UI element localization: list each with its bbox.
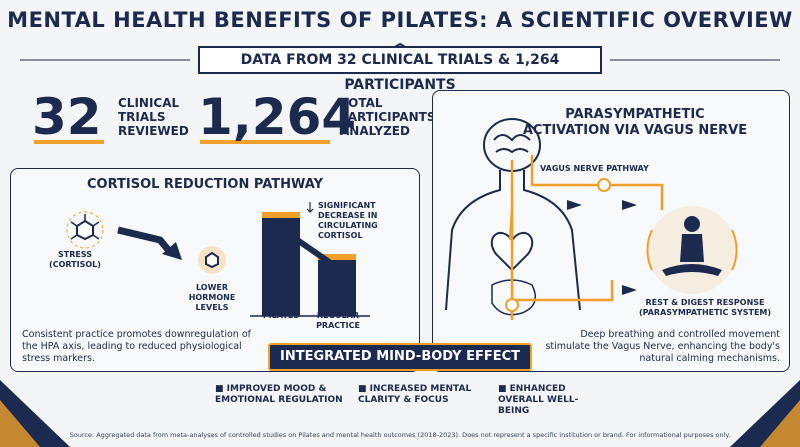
underline [34,140,104,144]
description: Consistent practice promotes downregulat… [22,329,251,364]
arrows [567,200,637,295]
arrow [117,226,173,255]
description: Deep breathing and controlled movement s… [545,329,780,364]
pathway-label: VAGUS NERVE PATHWAY [540,164,649,173]
meditation-icon [646,206,738,294]
stress-icon [66,211,104,249]
note: SIGNIFICANT DECREASE IN CIRCULATING CORT… [318,201,378,240]
arrow-head [162,242,182,260]
icon-label: LOWER HORMONE LEVELS [188,283,236,312]
benefit: ■ ENHANCED OVERALL WELL-BEING [498,384,579,416]
stat-number: 32 [32,88,102,146]
benefit: ■ INCREASED MENTAL CLARITY & FOCUS [358,384,472,405]
bar-label: AFTER REGULAR PRACTICE [316,301,360,330]
stat-number: 1,264 [198,88,357,146]
stat-label: CLINICAL TRIALS REVIEWED [118,96,189,138]
response-label: REST & DIGEST RESPONSE (PARASYMPATHETIC … [638,298,772,317]
footer: Source: Aggregated data from meta-analys… [69,431,731,439]
corner [0,400,40,447]
bar [318,258,356,316]
bar-cap [318,254,356,260]
bar [262,216,300,316]
banner: INTEGRATED MIND-BODY EFFECT [268,343,532,371]
vagus-panel [432,90,790,372]
benefit-text: ENHANCED OVERALL WELL-BEING [498,384,579,416]
benefit-text: IMPROVED MOOD & EMOTIONAL REGULATION [215,384,343,405]
check [505,298,519,312]
nerve-path [508,160,614,320]
panel-title: CORTISOL REDUCTION PATHWAY [86,177,323,192]
cortisol-graphic [66,202,370,317]
underline [200,140,330,144]
benefit-text: INCREASED MENTAL CLARITY & FOCUS [358,384,472,405]
arrow [278,225,334,267]
vagus-graphic [445,118,738,320]
title: MENTAL HEALTH BENEFITS OF PILATES: A SCI… [7,8,793,32]
subtitle: DATA FROM 32 CLINICAL TRIALS & 1,264 PAR… [198,46,602,93]
bar-cap [262,212,300,218]
corner [760,400,800,447]
benefit: ■ IMPROVED MOOD & EMOTIONAL REGULATION [215,384,343,405]
down-arrow [306,202,314,213]
icon-label: STRESS (CORTISOL) [49,250,101,269]
check [597,178,611,192]
lower-icon [198,246,226,274]
bar-label: BEFORE PILATES [262,301,300,320]
panel-title: PARASYMPATHETIC ACTIVATION VIA VAGUS NER… [522,107,748,138]
stat-label: TOTAL PARTICIPANTS ANALYZED [340,96,436,138]
